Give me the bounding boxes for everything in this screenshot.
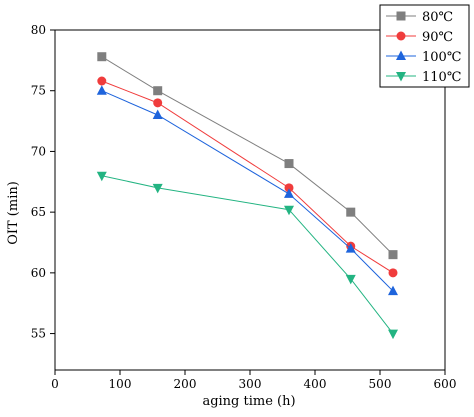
series-layer xyxy=(96,52,398,340)
y-tick-label: 60 xyxy=(31,266,46,280)
legend-box xyxy=(379,4,470,88)
series-2 xyxy=(96,85,398,296)
x-tick-label: 200 xyxy=(174,377,197,391)
data-point xyxy=(388,250,398,260)
data-point xyxy=(345,243,356,253)
data-point xyxy=(346,207,356,217)
x-tick-label: 300 xyxy=(239,377,262,391)
x-tick-label: 500 xyxy=(369,377,392,391)
x-tick-label: 600 xyxy=(434,377,457,391)
y-axis-label: OIT (min) xyxy=(6,181,21,245)
x-tick-label: 0 xyxy=(51,377,59,391)
series-0 xyxy=(97,52,398,260)
legend-item-0: 80℃ xyxy=(386,10,453,25)
legend-marker xyxy=(396,50,406,60)
data-point xyxy=(284,188,294,198)
series-3 xyxy=(96,171,398,340)
legend-label: 80℃ xyxy=(422,10,453,25)
series-line-3 xyxy=(101,175,394,334)
series-line-2 xyxy=(101,90,394,292)
x-tick-label: 400 xyxy=(304,377,327,391)
axes-layer: 0 100 200 300 400 500 600 55 60 65 70 75 80 xyxy=(31,23,457,391)
legend-marker xyxy=(396,72,406,82)
series-line-0 xyxy=(101,56,394,255)
y-tick-label: 80 xyxy=(31,23,46,37)
legend-item-1: 90℃ xyxy=(386,30,453,45)
x-tick-label: 100 xyxy=(109,377,132,391)
data-point xyxy=(153,98,163,108)
legend-item-3: 110℃ xyxy=(386,70,461,85)
data-point xyxy=(345,274,356,285)
legend-layer: 80℃ 90℃ 100℃ 110℃ xyxy=(379,4,470,88)
y-tick-label: 65 xyxy=(31,205,46,219)
data-point xyxy=(96,85,107,95)
data-point xyxy=(388,329,398,340)
legend-item-2: 100℃ xyxy=(386,50,461,65)
y-tick-label: 55 xyxy=(31,327,46,341)
data-point xyxy=(284,183,294,193)
data-point xyxy=(388,285,398,296)
data-point xyxy=(284,159,294,169)
legend-marker xyxy=(396,31,406,41)
data-point xyxy=(97,52,107,62)
y-tick-label: 75 xyxy=(31,84,46,98)
data-point xyxy=(284,205,294,216)
y-tick-label: 70 xyxy=(31,144,46,158)
data-point xyxy=(152,183,163,194)
legend-marker xyxy=(396,11,406,21)
data-point xyxy=(388,268,398,278)
legend-label: 90℃ xyxy=(422,30,453,45)
legend-label: 110℃ xyxy=(422,70,461,85)
data-point xyxy=(96,171,107,182)
x-axis-label: aging time (h) xyxy=(202,394,295,409)
data-point xyxy=(153,86,163,96)
data-point xyxy=(152,109,163,119)
legend-label: 100℃ xyxy=(422,50,461,65)
data-point xyxy=(97,76,107,86)
